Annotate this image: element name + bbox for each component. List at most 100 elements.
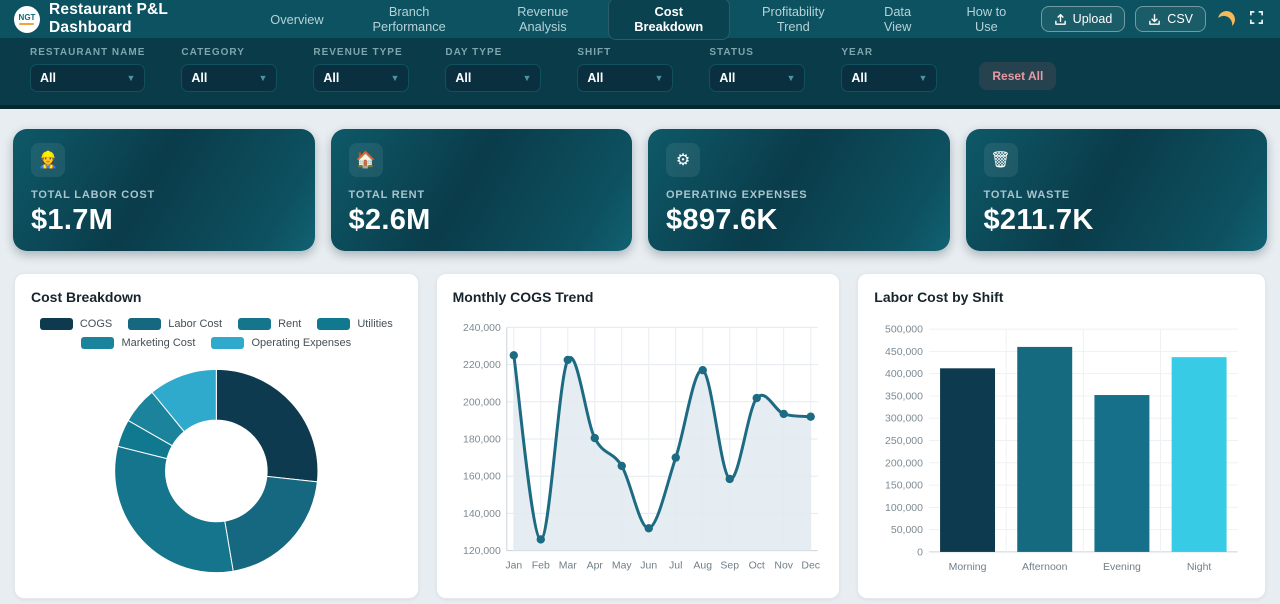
kpi-card-total-labor-cost: 👷 TOTAL LABOR COST $1.7M <box>13 129 315 251</box>
ngt-logo-icon: NGT <box>14 5 40 33</box>
svg-text:180,000: 180,000 <box>463 434 501 445</box>
category-dropdown[interactable]: All ▼ <box>181 64 278 92</box>
tab-data-view[interactable]: Data View <box>857 0 938 40</box>
svg-text:Feb: Feb <box>531 561 549 572</box>
svg-text:400,000: 400,000 <box>885 369 923 380</box>
legend-swatch <box>39 318 73 330</box>
legend-swatch <box>81 337 115 349</box>
filter-year: YEAR All ▼ <box>841 47 938 92</box>
tab-profitability-trend[interactable]: Profitability Trend <box>734 0 854 40</box>
revenue-type-dropdown[interactable]: All ▼ <box>313 64 410 92</box>
tab-branch-performance[interactable]: Branch Performance <box>341 0 478 40</box>
tab-overview[interactable]: Overview <box>257 6 336 33</box>
tab-revenue-analysis[interactable]: Revenue Analysis <box>482 0 604 40</box>
svg-text:150,000: 150,000 <box>885 481 923 492</box>
kpi-value: $897.6K <box>666 204 778 236</box>
labor-shift-bar-chart[interactable]: 0 50,000 100,000 150,000 200,000 250,000 300,0… <box>874 305 1249 577</box>
monthly-cogs-line-chart[interactable]: 120,000 140,000 160,000 180,000 200,000 220,0… <box>453 305 824 577</box>
kpi-row: 👷 TOTAL LABOR COST $1.7M 🏠 TOTAL RENT $2.6M ⚙ O… <box>0 109 1280 251</box>
legend-label: Utilities <box>357 318 393 330</box>
fullscreen-icon <box>1249 10 1264 28</box>
legend-label: Rent <box>278 318 302 330</box>
shift-dropdown[interactable]: All ▼ <box>577 64 674 92</box>
svg-text:160,000: 160,000 <box>463 472 501 483</box>
worker-icon: 👷 <box>31 143 65 177</box>
theme-toggle-button[interactable] <box>1216 9 1237 30</box>
legend-item-labor-cost[interactable]: Labor Cost <box>128 318 222 330</box>
legend-swatch <box>317 318 351 330</box>
upload-button[interactable]: Upload <box>1040 6 1126 32</box>
legend-swatch <box>211 337 245 349</box>
fullscreen-button[interactable] <box>1247 8 1266 30</box>
day-type-dropdown[interactable]: All ▼ <box>445 64 542 92</box>
legend-label: Labor Cost <box>168 318 223 330</box>
svg-text:140,000: 140,000 <box>463 509 501 520</box>
legend-label: COGS <box>79 318 113 330</box>
svg-text:Dec: Dec <box>801 561 820 572</box>
svg-text:450,000: 450,000 <box>885 347 923 358</box>
top-nav-bar: NGT Restaurant P&L Dashboard Overview Bra… <box>0 0 1280 40</box>
chevron-down-icon: ▼ <box>126 73 136 83</box>
trash-icon: 🗑 <box>983 143 1018 177</box>
filter-restaurant-name: RESTAURANT NAME All ▼ <box>30 47 146 92</box>
filter-bar: RESTAURANT NAME All ▼ CATEGORY All ▼ REVENUE T… <box>0 38 1280 109</box>
kpi-label: TOTAL RENT <box>348 189 425 201</box>
svg-text:50,000: 50,000 <box>891 525 923 536</box>
svg-text:Morning: Morning <box>949 562 987 573</box>
legend-label: Marketing Cost <box>121 337 196 349</box>
svg-text:Sep: Sep <box>720 561 739 572</box>
legend-label: Operating Expenses <box>251 337 352 349</box>
house-icon: 🏠 <box>348 143 383 177</box>
svg-text:240,000: 240,000 <box>463 323 501 334</box>
reset-all-button[interactable]: Reset All <box>979 62 1057 90</box>
legend-swatch <box>238 318 272 330</box>
svg-text:350,000: 350,000 <box>885 391 923 402</box>
dropdown-value: All <box>191 71 208 85</box>
legend-item-rent[interactable]: Rent <box>238 318 301 330</box>
filter-label: RESTAURANT NAME <box>30 47 146 58</box>
cost-breakdown-donut-chart[interactable] <box>31 349 402 583</box>
csv-download-button[interactable]: CSV <box>1135 6 1206 32</box>
year-dropdown[interactable]: All ▼ <box>841 64 938 92</box>
svg-text:Jun: Jun <box>640 561 657 572</box>
legend-item-utilities[interactable]: Utilities <box>317 318 393 330</box>
dropdown-value: All <box>719 71 736 85</box>
dropdown-value: All <box>323 71 340 85</box>
monthly-cogs-card: Monthly COGS Trend 120,000 140,000 160,000… <box>435 273 841 599</box>
kpi-value: $1.7M <box>31 204 114 236</box>
filter-label: REVENUE TYPE <box>313 47 403 58</box>
svg-text:May: May <box>612 561 633 572</box>
kpi-card-total-waste: 🗑 TOTAL WASTE $211.7K <box>965 129 1267 251</box>
labor-shift-card: Labor Cost by Shift 0 50,000 100,000 150,00… <box>857 273 1266 599</box>
svg-text:Mar: Mar <box>558 561 577 572</box>
moon-icon <box>1216 9 1237 30</box>
charts-row: Cost Breakdown COGS Labor Cost Rent Utiliti… <box>0 251 1280 599</box>
restaurant-name-dropdown[interactable]: All ▼ <box>30 64 146 92</box>
kpi-value: $211.7K <box>983 204 1094 236</box>
legend-swatch <box>128 318 162 330</box>
cost-breakdown-title: Cost Breakdown <box>31 289 142 305</box>
status-dropdown[interactable]: All ▼ <box>709 64 806 92</box>
tab-cost-breakdown[interactable]: Cost Breakdown <box>607 0 730 40</box>
filter-status: STATUS All ▼ <box>709 47 806 92</box>
svg-text:Jul: Jul <box>669 561 682 572</box>
upload-icon <box>1054 13 1067 26</box>
svg-text:200,000: 200,000 <box>463 397 501 408</box>
chevron-down-icon: ▼ <box>522 73 532 83</box>
legend-item-marketing-cost[interactable]: Marketing Cost <box>81 337 195 349</box>
filter-label: SHIFT <box>577 47 612 58</box>
brand: NGT Restaurant P&L Dashboard <box>14 1 247 37</box>
chevron-down-icon: ▼ <box>786 73 796 83</box>
svg-text:200,000: 200,000 <box>885 458 923 469</box>
dropdown-value: All <box>587 71 604 85</box>
kpi-card-total-rent: 🏠 TOTAL RENT $2.6M <box>330 129 632 251</box>
kpi-label: TOTAL WASTE <box>983 189 1070 201</box>
svg-text:500,000: 500,000 <box>885 325 923 336</box>
legend-item-operating-expenses[interactable]: Operating Expenses <box>211 337 351 349</box>
tab-how-to-use[interactable]: How to Use <box>942 0 1031 40</box>
svg-text:Nov: Nov <box>774 561 793 572</box>
filter-label: CATEGORY <box>181 47 245 58</box>
filter-label: STATUS <box>709 47 754 58</box>
legend-item-cogs[interactable]: COGS <box>39 318 113 330</box>
kpi-label: TOTAL LABOR COST <box>31 189 156 201</box>
